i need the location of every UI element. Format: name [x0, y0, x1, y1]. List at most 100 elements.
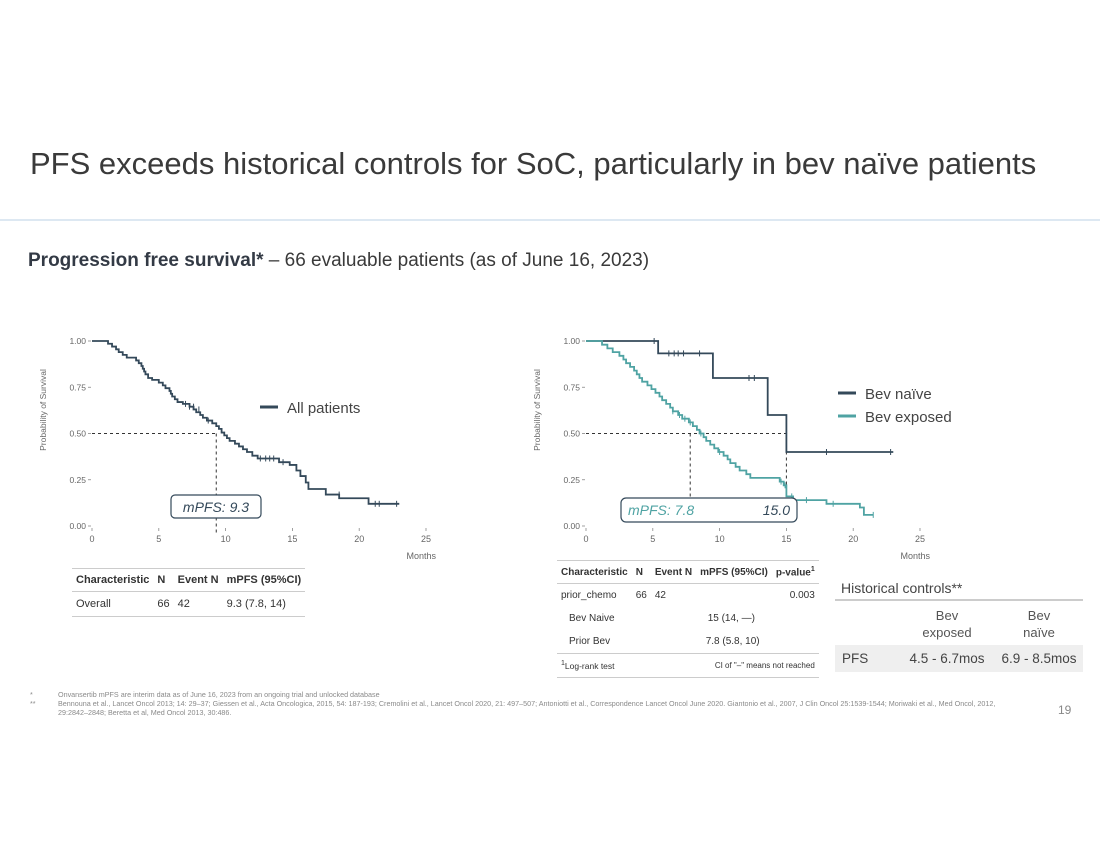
x-tick-label: 20 [848, 534, 858, 544]
col-header: N [153, 568, 174, 592]
footnotes: * Onvansertib mPFS are interim data as of… [30, 690, 1020, 717]
table-header-row: Characteristic N Event N mPFS (95%CI) p-… [557, 559, 819, 585]
pvalue-header: p-value [775, 567, 811, 579]
x-tick-label: 15 [287, 534, 297, 544]
table-header-row: Characteristic N Event N mPFS (95%CI) [72, 568, 306, 592]
y-tick-label: 0.50 [69, 429, 86, 439]
slide-title: PFS exceeds historical controls for SoC,… [30, 146, 1037, 181]
y-axis-label: Probability of Survival [38, 369, 48, 451]
summary-table-subgroups: Characteristic N Event N mPFS (95%CI) p-… [557, 559, 819, 679]
footnote: * Onvansertib mPFS are interim data as of… [30, 690, 1020, 699]
footer-left: Log-rank test [564, 661, 615, 672]
cell: 66 [635, 590, 647, 602]
median-callout: mPFS: 7.8 15.0 [620, 497, 798, 523]
table-row: Overall 66 42 9.3 (7.8, 14) [72, 591, 306, 617]
title-divider [0, 219, 1100, 221]
cell: Bev Naive [569, 613, 615, 625]
row-label: PFS [842, 651, 869, 666]
x-axis-label: Months [900, 551, 930, 561]
col-header: mPFS (95%CI) [696, 559, 772, 585]
y-tick-label: 1.00 [69, 336, 86, 346]
legend-bev-exposed: Bev exposed [838, 409, 952, 426]
legend-bev-naive: Bev naïve [838, 386, 932, 403]
km-chart-bev-subgroups: Probability of Survival 0.00 0.25 0.50 0.75… [532, 336, 952, 561]
cell: 0.003 [789, 590, 815, 602]
footnote-text: Onvansertib mPFS are interim data as of … [58, 690, 380, 699]
km-curve [586, 340, 874, 516]
median-label: mPFS: 9.3 [183, 499, 249, 515]
cell: CI of "–" means not reached [650, 653, 819, 679]
cell: 66 [153, 591, 174, 617]
table-footer-row: 1Log-rank test CI of "–" means not reach… [557, 653, 819, 679]
col-header: Event N [173, 568, 223, 592]
y-tick-label: 0.75 [563, 382, 580, 392]
x-tick-label: 15 [781, 534, 791, 544]
x-tick-label: 5 [156, 534, 161, 544]
col-header: mPFS (95%CI) [222, 568, 306, 592]
historical-header-row: Bev exposed Bev naïve [835, 607, 1083, 641]
footnote-mark: 1 [561, 660, 565, 668]
cell: 42 [654, 590, 666, 602]
footnote-mark: 1 [810, 566, 815, 573]
col-header: Characteristic [72, 568, 154, 592]
cell: 4.5 - 6.7mos [909, 651, 985, 666]
header-line: exposed [922, 625, 972, 640]
footnote-mark: * [30, 690, 33, 699]
subtitle-bold: Progression free survival* [28, 250, 264, 271]
cell: 7.8 (5.8, 10) [631, 630, 819, 655]
x-tick-label: 5 [650, 534, 655, 544]
y-tick-label: 0.25 [563, 475, 580, 485]
km-curve [92, 340, 400, 505]
page-number: 19 [1058, 703, 1072, 717]
cell: 15 (14, —) [707, 613, 755, 625]
cell: 9.3 (7.8, 14) [222, 591, 306, 617]
y-tick-label: 0.00 [563, 521, 580, 531]
x-tick-label: 0 [583, 534, 588, 544]
slide-subtitle: Progression free survival* – 66 evaluabl… [28, 250, 649, 272]
cell: 42 [173, 591, 223, 617]
cell: Prior Bev [557, 630, 632, 655]
col-header: Characteristic [557, 559, 632, 585]
subtitle-rest: – 66 evaluable patients (as of June 16, … [263, 250, 650, 271]
table-row: Bev Naive 15 (14, —) [557, 607, 819, 630]
header-line: Bev [935, 608, 959, 623]
x-tick-label: 0 [89, 534, 94, 544]
historical-row-pfs: PFS 4.5 - 6.7mos 6.9 - 8.5mos [835, 645, 1083, 672]
header-line: Bev [1027, 608, 1051, 623]
x-tick-label: 25 [915, 534, 925, 544]
historical-controls-title: Historical controls** [835, 580, 1083, 601]
km-chart-all-patients: Probability of Survival 0.00 0.25 0.50 0.75… [38, 336, 436, 561]
x-tick-label: 10 [715, 534, 725, 544]
col-header: N [631, 559, 651, 585]
x-tick-label: 25 [421, 534, 431, 544]
cell: 6.9 - 8.5mos [1001, 651, 1077, 666]
summary-table-overall: Characteristic N Event N mPFS (95%CI) Ov… [72, 568, 306, 617]
legend-all-patients: All patients [260, 400, 360, 417]
y-tick-label: 0.25 [69, 475, 86, 485]
footnote-text: Bennouna et al., Lancet Oncol 2013; 14: … [58, 699, 996, 717]
x-tick-label: 20 [354, 534, 364, 544]
historical-controls-table: Historical controls** Bev exposed Bev naïv… [835, 580, 1083, 672]
x-tick-label: 10 [221, 534, 231, 544]
cell: 1Log-rank test [557, 653, 651, 679]
x-axis-label: Months [406, 551, 436, 561]
y-tick-label: 1.00 [563, 336, 580, 346]
cell: Overall [72, 591, 154, 617]
y-tick-label: 0.00 [69, 521, 86, 531]
y-tick-label: 0.75 [69, 382, 86, 392]
km-curve [586, 340, 894, 453]
footnote-mark: ** [30, 699, 36, 708]
col-header: Event N [650, 559, 697, 585]
col-header-bev-naive: Bev naïve [995, 607, 1083, 641]
median-label-naive: 15.0 [763, 502, 790, 518]
cell [696, 584, 772, 608]
cell: prior_chemo [561, 590, 617, 602]
footnote: ** Bennouna et al., Lancet Oncol 2013; 14… [30, 699, 1020, 717]
legend-label: Bev naïve [865, 386, 932, 403]
header-line: naïve [1023, 625, 1055, 640]
table-row: Prior Bev 7.8 (5.8, 10) [557, 630, 819, 655]
y-axis-label: Probability of Survival [532, 369, 542, 451]
legend-label: All patients [287, 400, 360, 417]
y-tick-label: 0.50 [563, 429, 580, 439]
median-label-exposed: mPFS: 7.8 [628, 502, 694, 518]
